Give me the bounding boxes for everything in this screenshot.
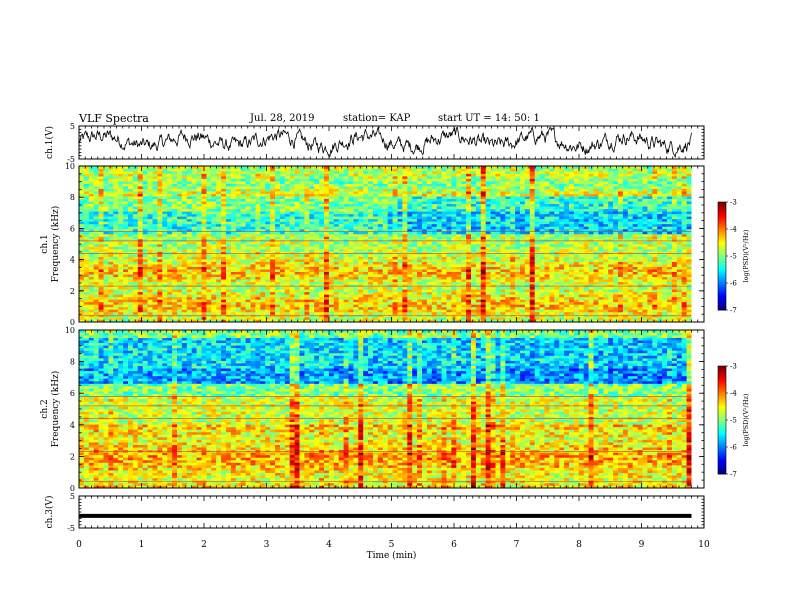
ytick-label: -5 (67, 155, 75, 164)
xtick-label: 4 (326, 540, 332, 550)
xtick-label: 7 (514, 540, 520, 550)
channel-label: ch.2 (40, 399, 50, 418)
panel-2-axes: 0 2 4 6 8 10 (65, 162, 705, 327)
colorbar-label: log(PSD)(V²/Hz) (742, 229, 750, 282)
xtick-label: 5 (389, 540, 395, 550)
colorbar-tick-label: -3 (730, 363, 737, 371)
ytick-label: 2 (70, 287, 75, 296)
xtick-label: 10 (698, 540, 710, 550)
ytick-label: 6 (70, 389, 75, 398)
no-data-region (691, 166, 704, 322)
spectrogram-2-image (79, 330, 692, 489)
ytick-label: 4 (70, 421, 75, 430)
colorbar-1: -3 -4 -5 -6 -7 log(PSD)(V²/Hz) (717, 199, 750, 315)
xtick-label: 6 (451, 540, 457, 550)
no-data-region (691, 330, 704, 488)
x-axis-label: Time (min) (367, 550, 417, 561)
colorbar-tick-label: -7 (730, 471, 737, 479)
xtick-label: 9 (639, 540, 645, 550)
station-label: station= KAP (343, 113, 411, 124)
ch3-ylabel: ch.3(V) (44, 496, 55, 529)
ytick-label: -5 (67, 524, 75, 533)
colorbar-tick-label: -6 (730, 444, 737, 452)
date-label: Jul. 28, 2019 (250, 113, 315, 124)
frequency-ylabel: Frequency (kHz) (50, 371, 61, 448)
channel-label: ch.1 (40, 234, 50, 253)
panel-1-axes: 5 -5 (67, 122, 705, 164)
colorbar-2: -3 -4 -5 -6 -7 log(PSD)(V²/Hz) (717, 363, 750, 479)
plot-title: VLF Spectra (79, 112, 149, 125)
xtick-label: 3 (264, 540, 270, 550)
xtick-label: 0 (76, 540, 82, 550)
colorbar-tick-label: -3 (730, 199, 737, 207)
colorbar-tick-label: -4 (730, 226, 737, 234)
colorbar-label: log(PSD)(V²/Hz) (742, 393, 750, 446)
ytick-label: 8 (70, 358, 75, 367)
ch1-waveform-line (78, 126, 692, 159)
ytick-label: 0 (70, 484, 75, 493)
ytick-label: 0 (70, 318, 75, 327)
panel-3-axes: 0 2 4 6 8 10 (65, 326, 705, 493)
xtick-label: 2 (201, 540, 207, 550)
ytick-label: 6 (70, 224, 75, 233)
colorbar-tick-label: -7 (730, 307, 737, 315)
ytick-label: 8 (70, 193, 75, 202)
ytick-label: 5 (70, 492, 75, 501)
ytick-label: 5 (70, 122, 75, 131)
ytick-label: 10 (65, 162, 75, 171)
ch1-ylabel: ch.1(V) (44, 126, 55, 159)
colorbar-tick-label: -5 (730, 253, 737, 261)
ytick-label: 4 (70, 256, 75, 265)
colorbar-tick-label: -5 (730, 417, 737, 425)
xtick-label: 1 (139, 540, 145, 550)
ytick-label: 2 (70, 452, 75, 461)
frequency-ylabel: Frequency (kHz) (50, 206, 61, 283)
ytick-label: 10 (65, 326, 75, 335)
colorbar-tick-label: -4 (730, 390, 737, 398)
panel-4-axes: 5 -5 (67, 492, 705, 533)
colorbar-tick-label: -6 (730, 280, 737, 288)
spectrogram-1-image (79, 166, 692, 323)
xtick-label: 8 (576, 540, 582, 550)
start-time-label: start UT = 14: 50: 1 (438, 113, 540, 124)
